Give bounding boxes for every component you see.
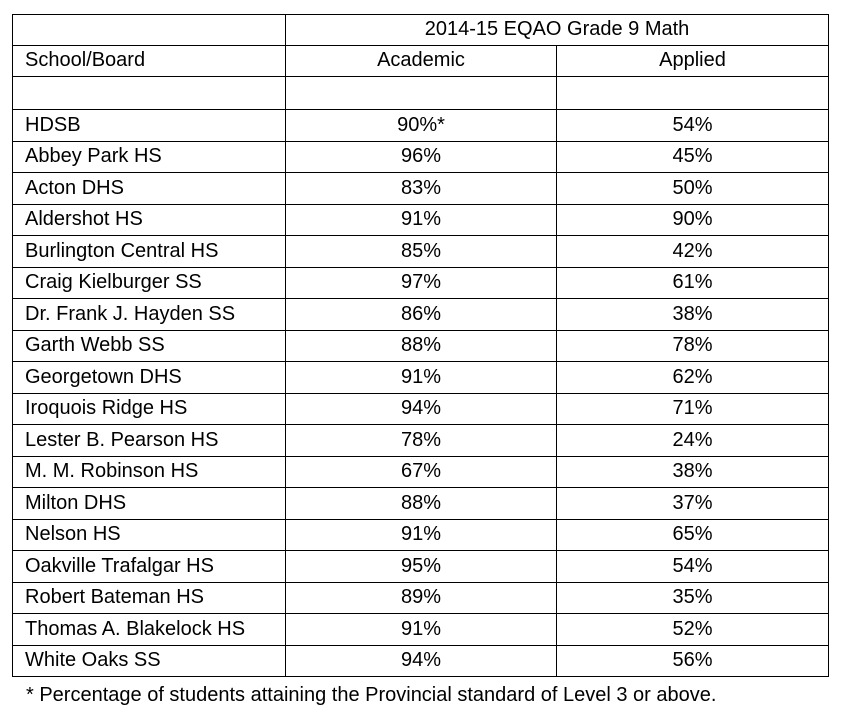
applied-cell: 62% <box>556 361 829 394</box>
applied-cell: 50% <box>556 172 829 205</box>
applied-cell: 38% <box>556 298 829 331</box>
table-title: 2014-15 EQAO Grade 9 Math <box>285 14 829 46</box>
applied-cell: 54% <box>556 550 829 583</box>
academic-cell: 89% <box>285 581 557 614</box>
table-row: Oakville Trafalgar HS 95% 54% <box>12 550 829 583</box>
school-cell: Acton DHS <box>12 172 286 205</box>
table-row: White Oaks SS 94% 56% <box>12 644 829 677</box>
academic-cell: 91% <box>285 203 557 236</box>
applied-cell: 78% <box>556 329 829 362</box>
school-cell: Thomas A. Blakelock HS <box>12 613 286 646</box>
academic-cell: 95% <box>285 550 557 583</box>
table-row: Aldershot HS 91% 90% <box>12 203 829 236</box>
table-row: Craig Kielburger SS 97% 61% <box>12 266 829 299</box>
academic-cell: 88% <box>285 487 557 520</box>
spacer-row <box>12 76 829 110</box>
academic-cell: 90%* <box>285 109 557 142</box>
school-cell: Robert Bateman HS <box>12 581 286 614</box>
applied-cell: 54% <box>556 109 829 142</box>
academic-cell: 97% <box>285 266 557 299</box>
eqao-results-table: 2014-15 EQAO Grade 9 Math School/Board A… <box>12 14 829 677</box>
academic-cell: 85% <box>285 235 557 268</box>
title-row: 2014-15 EQAO Grade 9 Math <box>12 14 829 46</box>
applied-cell: 37% <box>556 487 829 520</box>
school-cell: Lester B. Pearson HS <box>12 424 286 457</box>
applied-cell: 71% <box>556 392 829 425</box>
applied-cell: 56% <box>556 644 829 677</box>
table-body: 2014-15 EQAO Grade 9 Math School/Board A… <box>12 14 829 677</box>
spacer-cell <box>12 76 286 110</box>
applied-cell: 24% <box>556 424 829 457</box>
school-cell: Georgetown DHS <box>12 361 286 394</box>
school-cell: Garth Webb SS <box>12 329 286 362</box>
school-cell: Dr. Frank J. Hayden SS <box>12 298 286 331</box>
academic-cell: 78% <box>285 424 557 457</box>
applied-cell: 45% <box>556 140 829 173</box>
applied-cell: 90% <box>556 203 829 236</box>
footnote: * Percentage of students attaining the P… <box>26 684 717 706</box>
table-row: Burlington Central HS 85% 42% <box>12 235 829 268</box>
table-row: HDSB 90%* 54% <box>12 109 829 142</box>
applied-cell: 38% <box>556 455 829 488</box>
table-row: Garth Webb SS 88% 78% <box>12 329 829 362</box>
school-cell: Oakville Trafalgar HS <box>12 550 286 583</box>
academic-cell: 91% <box>285 613 557 646</box>
table-row: Robert Bateman HS 89% 35% <box>12 581 829 614</box>
school-cell: Aldershot HS <box>12 203 286 236</box>
applied-cell: 65% <box>556 518 829 551</box>
academic-cell: 94% <box>285 392 557 425</box>
table-row: Milton DHS 88% 37% <box>12 487 829 520</box>
header-applied: Applied <box>556 45 829 77</box>
table-row: Abbey Park HS 96% 45% <box>12 140 829 173</box>
spacer-cell <box>285 76 557 110</box>
academic-cell: 94% <box>285 644 557 677</box>
academic-cell: 91% <box>285 361 557 394</box>
school-cell: M. M. Robinson HS <box>12 455 286 488</box>
table-row: M. M. Robinson HS 67% 38% <box>12 455 829 488</box>
applied-cell: 61% <box>556 266 829 299</box>
spacer-cell <box>556 76 829 110</box>
table-row: Iroquois Ridge HS 94% 71% <box>12 392 829 425</box>
academic-cell: 96% <box>285 140 557 173</box>
academic-cell: 86% <box>285 298 557 331</box>
header-academic: Academic <box>285 45 557 77</box>
table-row: Nelson HS 91% 65% <box>12 518 829 551</box>
academic-cell: 88% <box>285 329 557 362</box>
school-cell: Nelson HS <box>12 518 286 551</box>
academic-cell: 91% <box>285 518 557 551</box>
header-school-board: School/Board <box>12 45 286 77</box>
school-cell: Abbey Park HS <box>12 140 286 173</box>
academic-cell: 83% <box>285 172 557 205</box>
applied-cell: 52% <box>556 613 829 646</box>
school-cell: Milton DHS <box>12 487 286 520</box>
table-row: Acton DHS 83% 50% <box>12 172 829 205</box>
table-row: Lester B. Pearson HS 78% 24% <box>12 424 829 457</box>
school-cell: Burlington Central HS <box>12 235 286 268</box>
school-cell: White Oaks SS <box>12 644 286 677</box>
table-row: Georgetown DHS 91% 62% <box>12 361 829 394</box>
applied-cell: 42% <box>556 235 829 268</box>
applied-cell: 35% <box>556 581 829 614</box>
table-row: Dr. Frank J. Hayden SS 86% 38% <box>12 298 829 331</box>
school-cell: Craig Kielburger SS <box>12 266 286 299</box>
school-cell: Iroquois Ridge HS <box>12 392 286 425</box>
column-header-row: School/Board Academic Applied <box>12 45 829 77</box>
school-cell: HDSB <box>12 109 286 142</box>
table-row: Thomas A. Blakelock HS 91% 52% <box>12 613 829 646</box>
title-row-blank-cell <box>12 14 286 46</box>
academic-cell: 67% <box>285 455 557 488</box>
